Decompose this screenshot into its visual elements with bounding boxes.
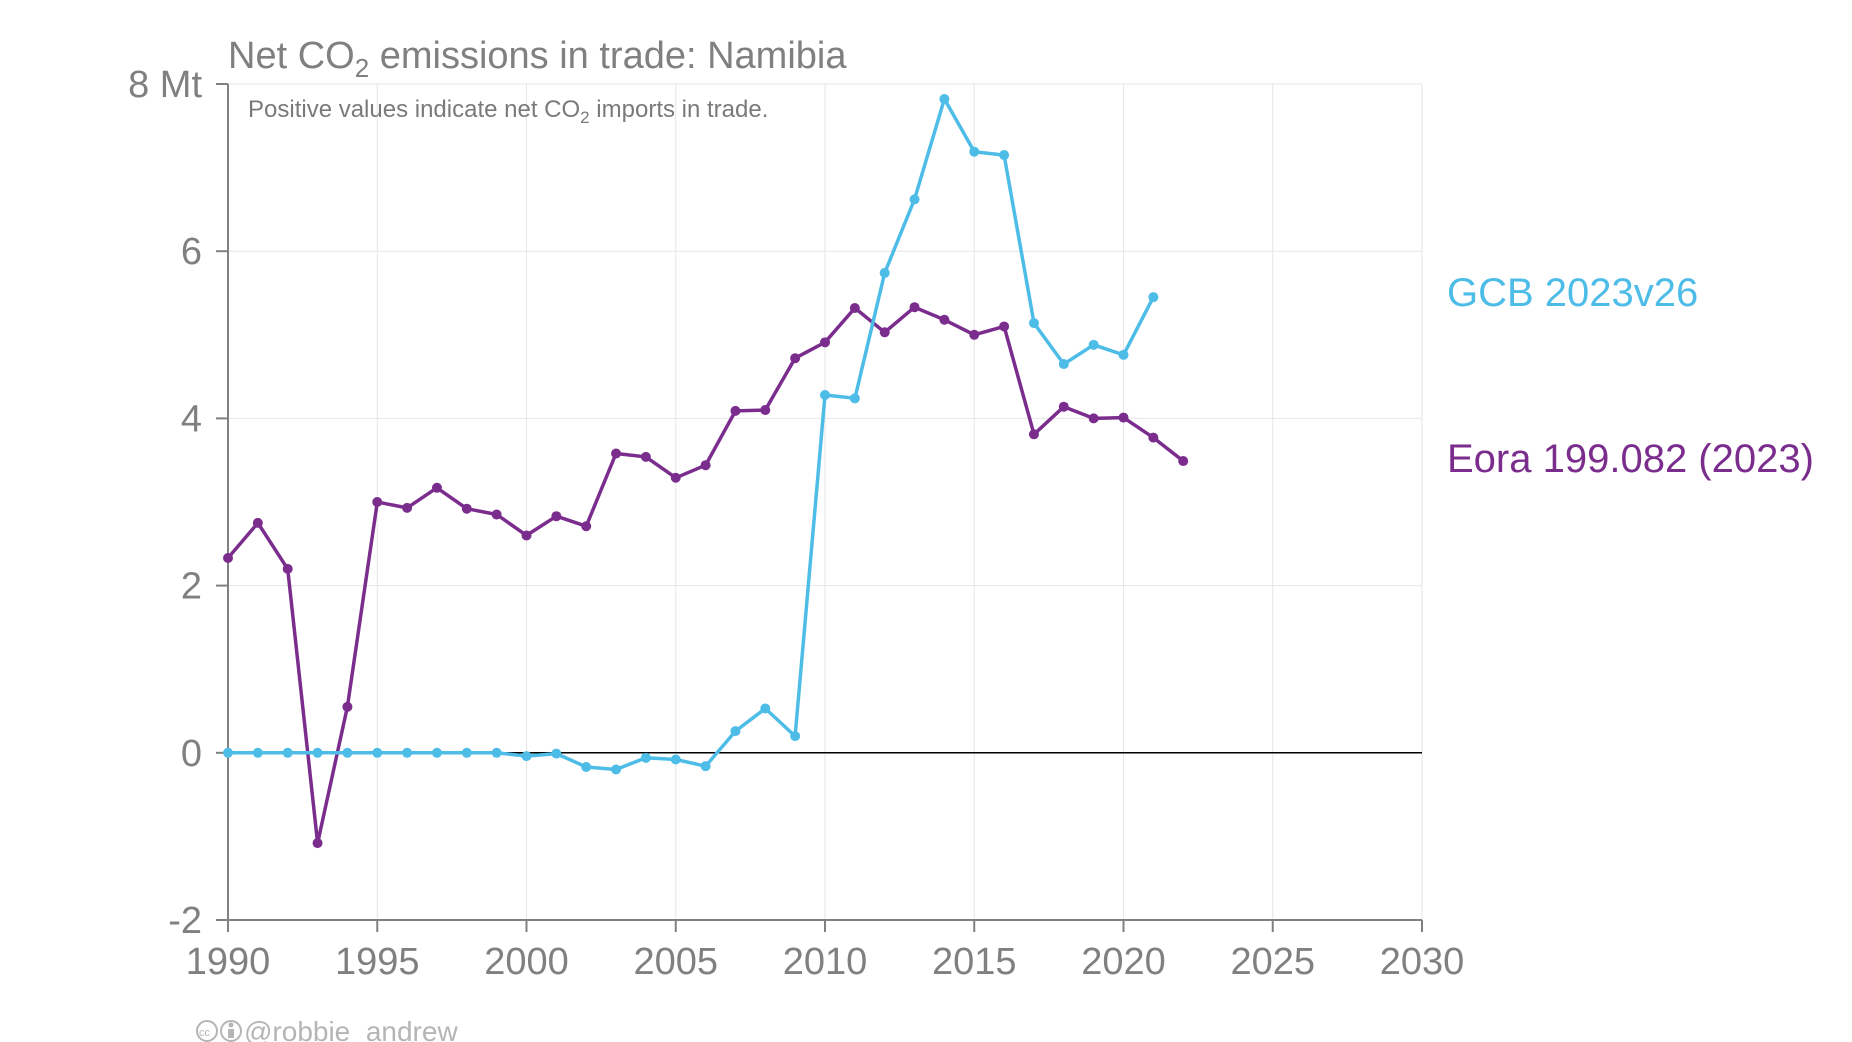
series-1-point (402, 747, 413, 758)
x-tick-label: 2020 (1081, 941, 1166, 983)
series-0-point (1148, 432, 1159, 443)
series-0-point (820, 337, 830, 348)
chart-subtitle: Positive values indicate net CO2 imports… (248, 96, 768, 127)
x-tick-label: 2025 (1230, 941, 1315, 983)
y-tick-label: 8 Mt (128, 64, 202, 106)
y-tick-label: 2 (181, 566, 202, 608)
series-1-point (1148, 292, 1159, 303)
x-tick-label: 2000 (484, 941, 569, 983)
series-0-point (581, 521, 592, 532)
series-0-point (939, 314, 950, 325)
series-0-point (1118, 412, 1129, 423)
series-0-point (402, 502, 413, 513)
series-1-point (939, 94, 950, 105)
series-1-point (849, 393, 860, 404)
series-1-point (1118, 349, 1129, 360)
legend-label-0: Eora 199.082 (2023) (1447, 437, 1814, 481)
series-0-point (611, 448, 622, 459)
series-0-point (849, 303, 860, 314)
series-0-point (491, 509, 502, 520)
series-1-point (252, 747, 263, 758)
series-1-point (581, 762, 592, 773)
y-axis-ticks: -2 0 2 4 6 8 Mt (128, 64, 228, 942)
series-0-point (760, 405, 771, 416)
series-1-point (909, 194, 920, 205)
series-1-point (312, 747, 323, 758)
series-1-point (999, 150, 1010, 161)
legend: Eora 199.082 (2023) GCB 2023v26 (1447, 271, 1814, 481)
series-0-point (1088, 413, 1099, 424)
series-0-point (521, 530, 532, 541)
y-tick-label: -2 (168, 900, 202, 942)
series-1-point (790, 731, 801, 742)
series-1-point (1088, 339, 1099, 350)
series-1-point (342, 747, 353, 758)
series-0-point (461, 503, 472, 514)
series-0 (223, 302, 1189, 849)
series-0-point (999, 321, 1010, 332)
y-tick-label: 4 (181, 398, 202, 440)
series-0-point (431, 482, 442, 493)
credit-handle: @robbie_andrew (244, 1016, 458, 1042)
series-0-point (223, 553, 233, 564)
series-1-point (730, 726, 741, 737)
attribution-icon (220, 1020, 242, 1042)
x-tick-label: 2010 (783, 941, 868, 983)
series-1-point (820, 389, 830, 400)
credit: cc @robbie_andrew (196, 1016, 458, 1042)
x-tick-label: 2030 (1380, 941, 1465, 983)
series-1-point (879, 267, 890, 278)
series-0-point (282, 563, 293, 574)
series-0-point (551, 511, 562, 522)
series-0-point (879, 327, 890, 338)
series-1-point (461, 747, 472, 758)
series-0-point (640, 451, 651, 462)
x-tick-label: 2005 (633, 941, 718, 983)
series-1-point (223, 747, 233, 758)
series-0-point (252, 517, 263, 528)
series-1-line (228, 97, 1155, 772)
svg-text:cc: cc (199, 1027, 211, 1039)
series-1-point (372, 747, 383, 758)
series-0-point (1178, 456, 1189, 467)
series-0-point (670, 472, 681, 483)
series-0-point (790, 353, 801, 364)
cc-icon: cc (196, 1020, 218, 1042)
series-1-point (640, 752, 651, 763)
series-1-point (760, 703, 771, 714)
series-0-point (969, 329, 980, 340)
legend-label-1: GCB 2023v26 (1447, 271, 1698, 315)
y-tick-label: 6 (181, 231, 202, 273)
series-1-point (282, 747, 293, 758)
series-0-point (730, 405, 741, 416)
x-tick-label: 1995 (335, 941, 420, 983)
series-layer (223, 94, 1189, 849)
chart-title: Net CO2 emissions in trade: Namibia (228, 35, 847, 83)
series-1-point (700, 761, 711, 772)
series-0-point (372, 497, 383, 507)
series-0-point (1058, 401, 1069, 412)
series-1-point (431, 747, 442, 758)
series-1-point (1058, 359, 1069, 370)
y-tick-label: 0 (181, 733, 202, 775)
series-1-point (670, 754, 681, 765)
series-1-point (521, 751, 532, 762)
x-tick-label: 2015 (932, 941, 1017, 983)
series-1 (223, 94, 1159, 775)
series-1-point (969, 146, 980, 157)
series-1-point (1028, 318, 1039, 329)
series-0-point (909, 302, 920, 313)
series-1-point (611, 764, 622, 775)
grid (227, 83, 1423, 921)
series-1-point (491, 747, 502, 758)
x-axis-ticks: 1990 1995 2000 2005 2010 2015 2020 2025 2030 (186, 920, 1465, 983)
x-tick-label: 1990 (186, 941, 271, 983)
series-0-point (700, 460, 711, 471)
series-1-point (551, 748, 562, 759)
series-0-point (1028, 429, 1039, 440)
series-0-point (342, 701, 353, 712)
series-0-point (312, 838, 323, 849)
